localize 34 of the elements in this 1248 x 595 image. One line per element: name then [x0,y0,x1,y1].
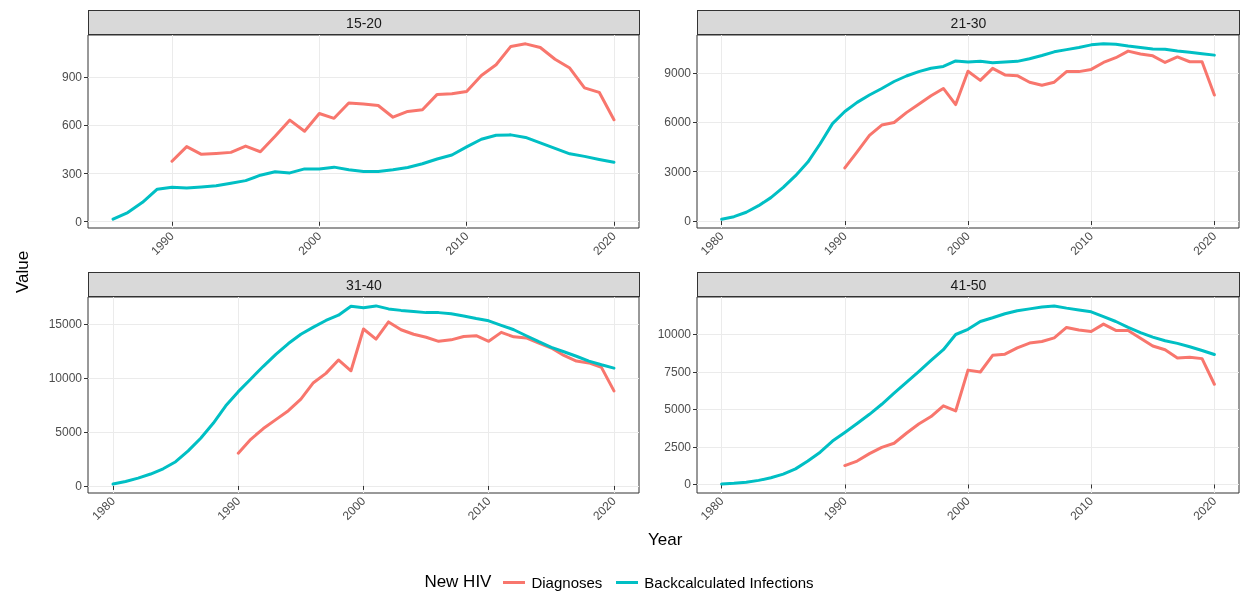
y-axis-title: Value [13,250,34,294]
y-tick-label: 3000 [664,164,692,179]
y-tick-label: 5000 [664,402,692,417]
line-series [843,49,1216,170]
y-tick-label: 0 [75,478,83,493]
y-tick-label: 0 [684,477,692,492]
y-tick-label: 6000 [664,115,692,130]
chart-title: 21-30 [697,10,1240,35]
y-tick-label: 2500 [664,439,692,454]
y-tick-label: 15000 [48,316,83,331]
line-series [720,42,1216,221]
chart-title: 15-20 [88,10,640,35]
y-tick-label: 300 [61,166,83,181]
x-axis-title: Year [648,530,683,550]
legend-title: New HIV [424,572,492,593]
chart-title: 31-40 [88,272,640,297]
line-series [843,322,1216,468]
y-tick-label: 10000 [48,370,83,385]
y-tick-label: 900 [61,70,83,85]
line-series [170,42,616,163]
y-tick-label: 0 [684,214,692,229]
line-series [111,304,616,486]
line-series [111,133,616,221]
line-series [720,304,1216,486]
y-tick-label: 5000 [55,424,83,439]
y-tick-label: 600 [61,118,83,133]
y-tick-label: 10000 [657,327,692,342]
legend-label: Diagnoses [531,573,603,591]
y-tick-label: 7500 [664,364,692,379]
chart-title: 41-50 [697,272,1240,297]
y-tick-label: 0 [75,214,83,229]
y-tick-label: 9000 [664,66,692,81]
line-series [236,320,616,455]
legend-label: Backcalculated Infections [644,573,814,591]
